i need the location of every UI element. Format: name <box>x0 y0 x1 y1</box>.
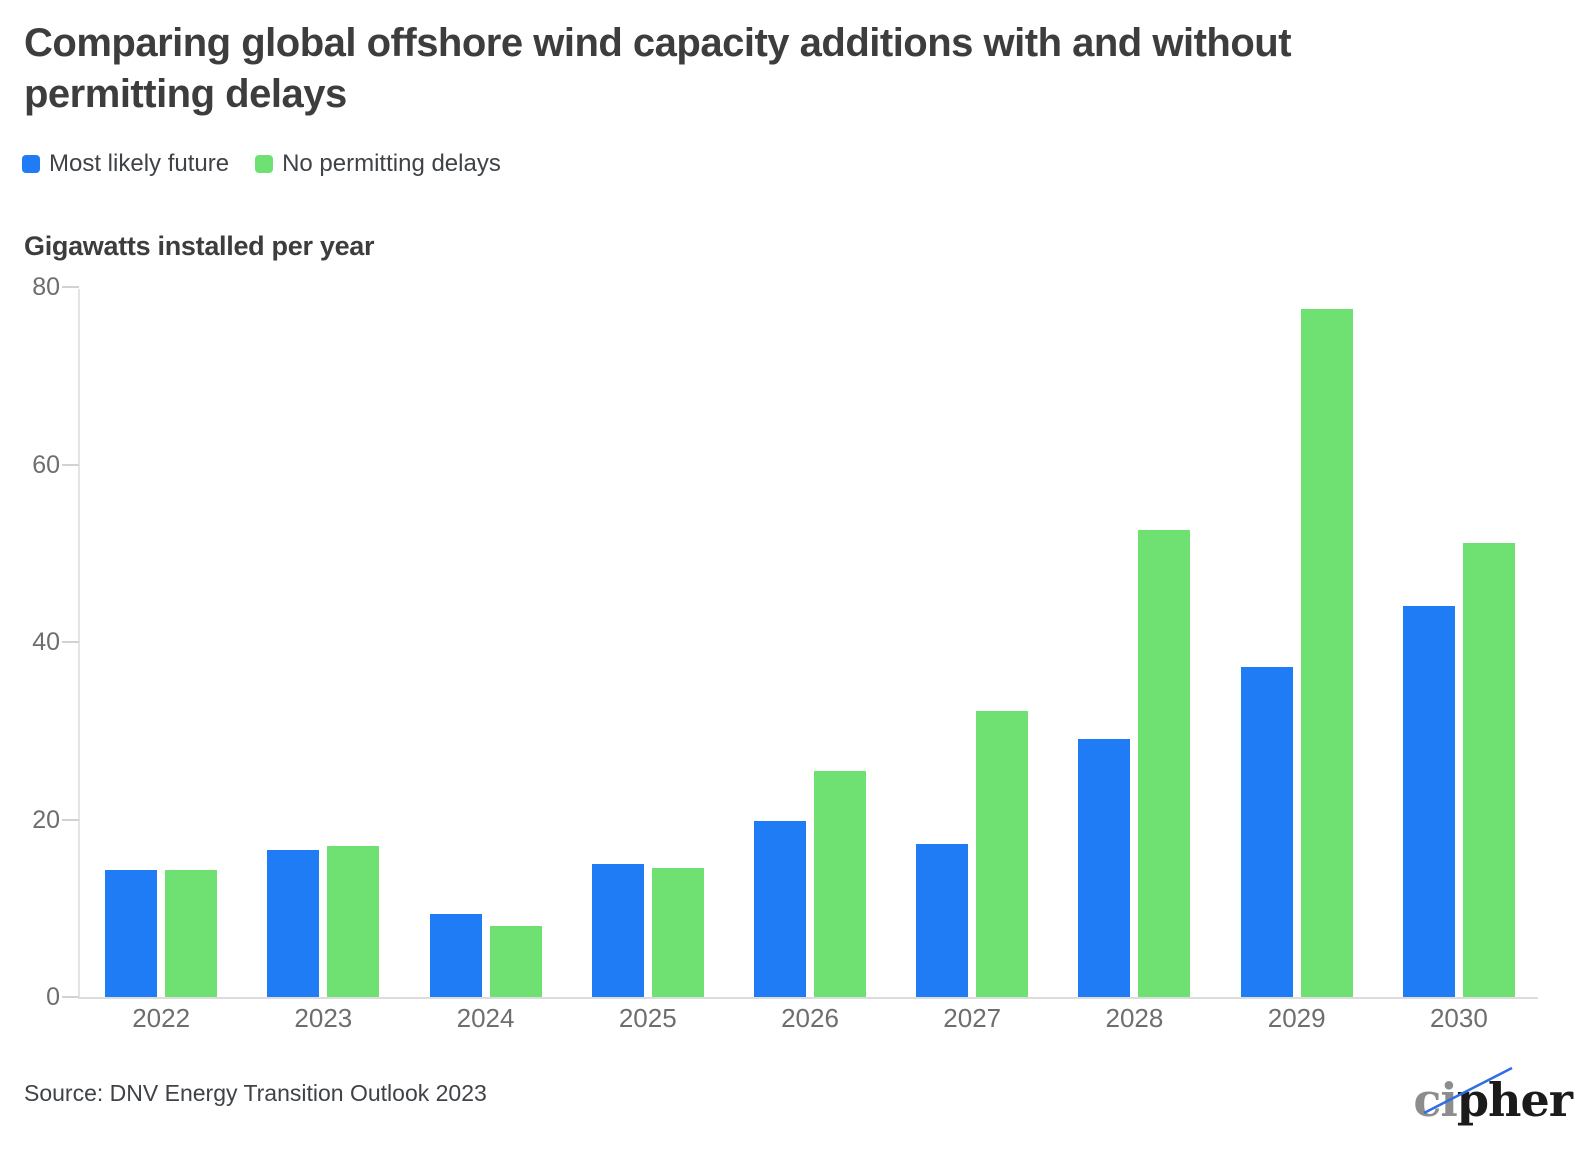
x-tick-label-2024: 2024 <box>456 1003 515 1033</box>
bar-2029-no-permitting-delays <box>1300 309 1353 997</box>
bar-group-2025: 2025 <box>567 289 729 1033</box>
bar-2025-most-likely-future <box>591 863 644 997</box>
bar-2030-most-likely-future <box>1402 605 1455 997</box>
bar-group-2028: 2028 <box>1053 289 1215 1033</box>
cipher-logo-text-dark: pher <box>1456 1073 1573 1127</box>
cipher-logo-text: cipher <box>1413 1077 1573 1123</box>
y-tick-mark-0 <box>62 996 79 998</box>
bar-2025-no-permitting-delays <box>651 868 704 997</box>
bar-2023-most-likely-future <box>267 849 320 997</box>
legend-swatch-icon <box>255 155 274 173</box>
x-tick-label-2027: 2027 <box>943 1003 1002 1033</box>
y-tick-label-40: 40 <box>32 628 60 656</box>
trend-line <box>1423 1066 1513 1115</box>
source-note: Source: DNV Energy Transition Outlook 20… <box>24 1080 487 1106</box>
y-tick-label-20: 20 <box>32 805 60 834</box>
legend-label: Most likely future <box>49 150 230 177</box>
bar-2029-most-likely-future <box>1240 666 1293 997</box>
plot-area: 0 20 40 60 80 2022 2023 2024 2025 2026 2027 2028 202… <box>32 274 1540 1033</box>
bar-group-2026: 2026 <box>729 289 891 1033</box>
y-tick-label-60: 60 <box>32 450 60 479</box>
y-axis-title: Gigawatts installed per year <box>24 231 375 261</box>
legend-item-0: Most likely future <box>22 150 229 178</box>
bar-group-2023: 2023 <box>242 289 404 1033</box>
x-tick-label-2026: 2026 <box>781 1003 839 1033</box>
bar-group-2030: 2030 <box>1378 289 1540 1033</box>
bar-2030-no-permitting-delays <box>1462 542 1515 997</box>
x-tick-label-2022: 2022 <box>132 1003 191 1033</box>
bar-2026-most-likely-future <box>753 821 806 997</box>
x-tick-label-2029: 2029 <box>1267 1003 1326 1033</box>
x-tick-label-2025: 2025 <box>618 1003 677 1033</box>
bar-2022-no-permitting-delays <box>165 870 218 997</box>
bar-2028-no-permitting-delays <box>1138 530 1191 997</box>
bar-group-2022: 2022 <box>80 289 242 1033</box>
y-tick-mark-60 <box>62 463 79 466</box>
x-tick-label-2023: 2023 <box>294 1003 353 1033</box>
y-tick-mark-40 <box>62 641 79 643</box>
bar-2023-no-permitting-delays <box>327 846 380 997</box>
legend-swatch-icon <box>22 155 40 173</box>
cipher-logo: cipher <box>1398 1053 1574 1125</box>
legend-label: No permitting delays <box>282 150 501 177</box>
y-tick-label-0: 0 <box>46 983 60 1011</box>
y-tick-mark-80 <box>62 286 79 288</box>
bar-2024-no-permitting-delays <box>489 926 542 997</box>
chart-title: Comparing global offshore wind capacity … <box>24 21 1292 116</box>
legend-item-1: No permitting delays <box>255 150 501 178</box>
bar-2022-most-likely-future <box>105 870 158 997</box>
legend: Most likely future No permitting delays <box>22 150 501 178</box>
bar-2027-no-permitting-delays <box>976 711 1029 997</box>
bar-group-2024: 2024 <box>404 289 566 1033</box>
y-tick-mark-20 <box>62 818 79 821</box>
x-tick-label-2030: 2030 <box>1429 1003 1488 1033</box>
x-tick-label-2028: 2028 <box>1105 1003 1164 1033</box>
bar-2027-most-likely-future <box>916 844 969 997</box>
bar-group-2029: 2029 <box>1216 289 1378 1033</box>
bar-2026-no-permitting-delays <box>813 770 866 997</box>
y-tick-label-80: 80 <box>32 273 60 301</box>
bar-2028-most-likely-future <box>1078 738 1131 997</box>
bar-2024-most-likely-future <box>429 914 482 997</box>
bar-group-2027: 2027 <box>891 289 1053 1033</box>
cipher-logo-trend-line-icon <box>1423 1066 1513 1115</box>
